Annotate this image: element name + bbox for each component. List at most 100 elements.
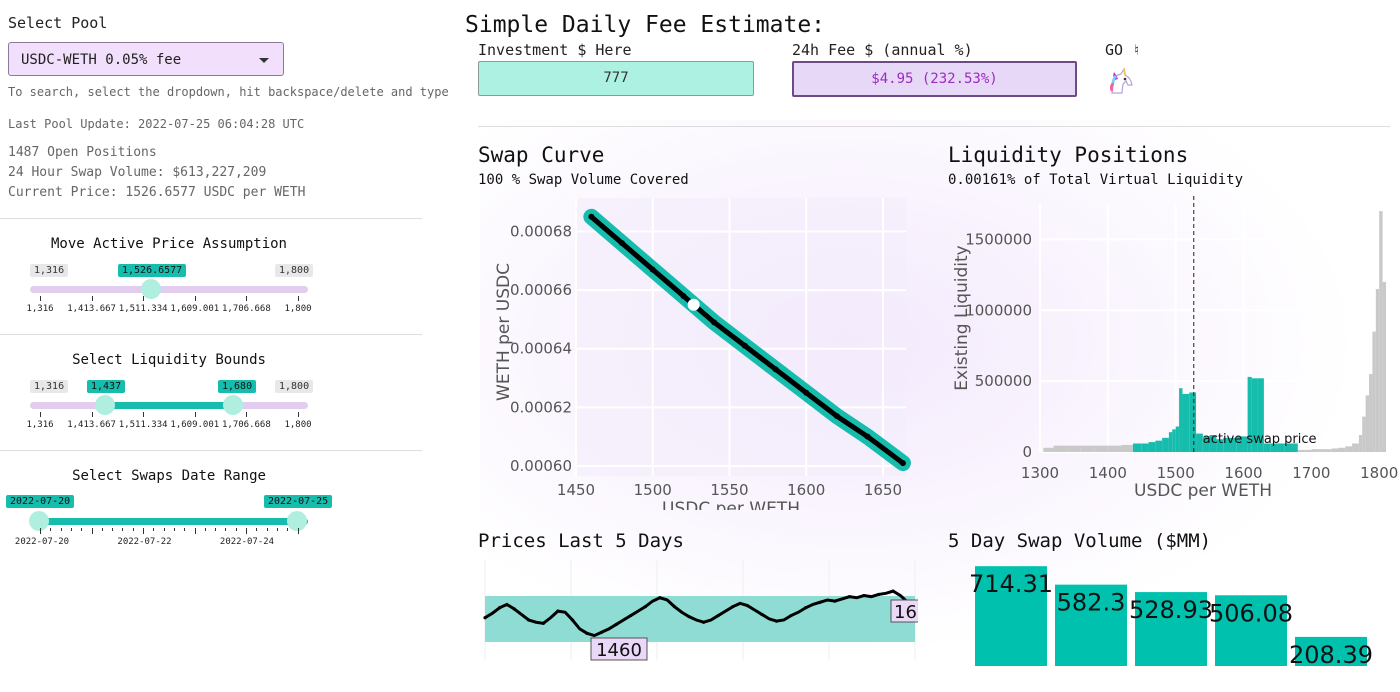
bounds-slider-high-handle[interactable] [223,395,243,415]
liquidity-bar [1263,443,1271,452]
slider-tick-label: 1,706.668 [222,304,271,314]
price-slider-track[interactable] [30,286,308,293]
y-tick-label: 0.00062 [510,398,572,416]
slider-tick-label: 1,511.334 [118,304,168,314]
slider-tick-label: 2022-07-24 [219,537,275,547]
liquidity-bar [1358,434,1363,452]
slider-tick-label: 1,800 [284,304,312,314]
chevron-down-icon[interactable] [259,58,269,63]
slider-tick-label: 1,706.668 [222,420,271,430]
price-line [484,589,917,638]
liquidity-bar [1243,436,1248,452]
liquidity-bar [1172,429,1176,452]
price-point [497,606,502,610]
price-point [716,613,720,618]
liquidity-bar [1141,443,1149,452]
price-high-label: 16 [894,602,917,623]
price-point [672,605,677,609]
swap-point [803,389,810,396]
price-point [658,596,662,600]
price-point [774,619,779,623]
price-point [847,595,852,599]
slider-tick [60,528,62,531]
x-tick-label: 1600 [1224,464,1262,482]
price-low-label: 1460 [596,640,642,661]
liquidity-bar [1189,392,1197,452]
price-point [702,620,706,624]
liquidity-bar [1304,449,1312,452]
price-slider-handle[interactable] [141,279,161,299]
current-price: Current Price: 1526.6577 USDC per WETH [8,185,306,200]
liquidity-bar [1162,437,1169,452]
liquidity-bar [1094,445,1108,452]
bounds-slider-max-label: 1,800 [275,380,314,393]
bounds-slider-low-handle[interactable] [95,395,115,415]
prices-chart: 1460 16 [483,560,918,661]
bounds-slider-title: Select Liquidity Bounds [72,352,266,368]
liquidity-bar [1284,443,1292,452]
slider-tick [194,296,196,301]
slider-tick [184,528,186,531]
volume-bar [1135,592,1207,666]
y-tick-label: 0.00064 [510,340,572,358]
liquidity-bar [1369,374,1373,452]
slider-tick [143,528,144,534]
slider-tick [194,528,196,534]
price-point [614,622,618,627]
volume-bar [1295,636,1367,666]
slider-tick [256,528,258,531]
price-slider-max-label: 1,800 [275,264,314,277]
slider-tick [143,412,145,417]
price-point [585,631,589,635]
go-label: GO ♮ [1105,41,1142,59]
price-point [862,593,866,598]
x-tick-label: 1800 [1360,464,1398,482]
date-slider-title: Select Swaps Date Range [72,468,266,484]
divider [0,218,422,219]
price-slider-value-label: 1,526.6577 [118,264,187,277]
liquidity-bar [1372,331,1376,452]
date-slider-track[interactable] [30,518,308,525]
slider-tick [287,528,289,531]
liquidity-bar [1236,436,1244,452]
slider-tick-label: 1,316 [26,304,54,314]
liquidity-bar [1257,378,1264,452]
slider-tick [298,296,299,301]
pool-select-value: USDC-WETH 0.05% fee [21,52,182,68]
x-tick-label: 1550 [710,481,748,499]
slider-tick [266,528,268,531]
slider-tick [40,412,41,417]
slider-tick [50,528,52,531]
pool-select[interactable]: USDC-WETH 0.05% fee [8,42,284,76]
slider-tick [215,528,217,531]
y-tick-label: 0 [1022,443,1032,461]
estimate-title: Simple Daily Fee Estimate: [465,12,826,38]
slider-tick-label: 2022-07-22 [117,537,172,547]
liquidity-bar [1365,395,1370,452]
slider-tick [246,412,248,417]
y-tick-label: 0.00066 [510,281,572,299]
investment-input[interactable]: 777 [478,61,754,96]
x-tick-label: 1400 [1089,464,1127,482]
unicorn-icon[interactable] [1106,67,1136,101]
date-slider-high-handle[interactable] [287,511,307,531]
price-point [891,589,895,593]
date-slider-low-handle[interactable] [29,511,49,531]
liquidity-bar [1291,443,1298,452]
x-tick-label: 1600 [787,481,825,499]
price-point [833,599,837,603]
liquidity-bar [1277,443,1285,452]
investment-label: Investment $ Here [478,41,632,59]
y-tick-label: 1500000 [965,230,1032,248]
liquidity-bar [1132,443,1142,452]
bounds-slider-fill [105,402,233,409]
liquidity-bar [1053,445,1068,452]
liquidity-chart: 1300 1400 1500 1600 1700 1800 0 500000 1000000 15… [952,196,1398,501]
slider-tick [122,528,124,531]
x-tick-label: 1450 [557,481,595,499]
slider-tick-label: 1,511.334 [118,420,168,430]
y-axis-label: Existing Liquidity [952,245,972,390]
y-tick-label: 1000000 [965,301,1032,319]
price-point [818,600,822,604]
volume-value-label: 582.3 [1057,589,1126,617]
